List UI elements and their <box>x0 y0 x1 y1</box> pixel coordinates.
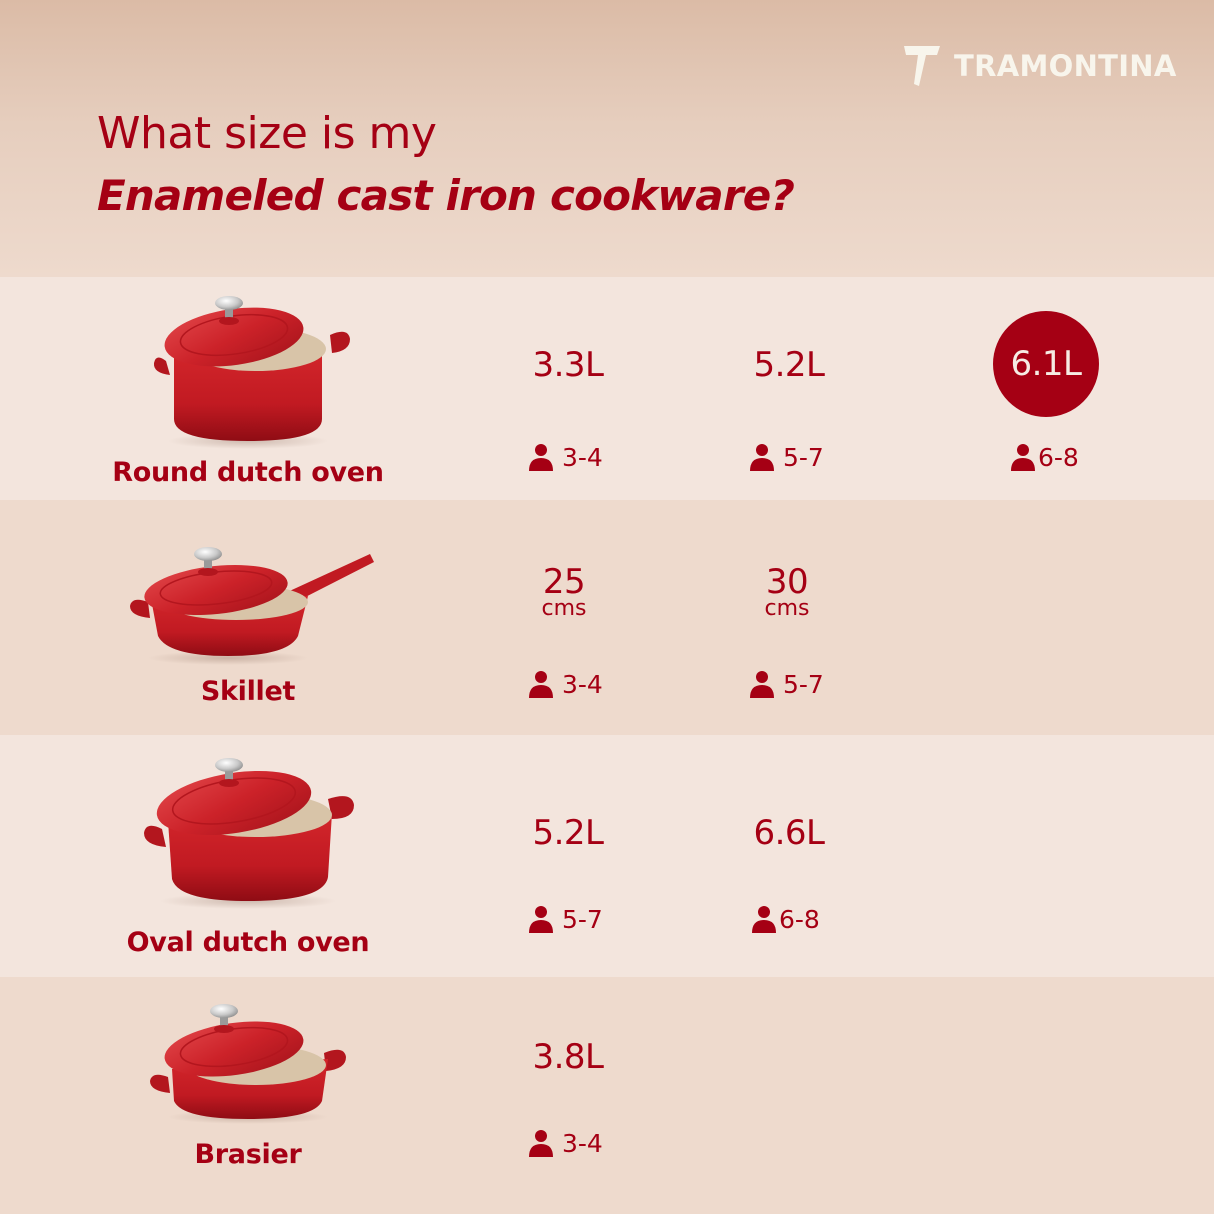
oval-dutch-oven-image <box>144 758 354 909</box>
size-option: 3.3L <box>478 345 658 385</box>
serves-label: 3-4 <box>562 670 603 699</box>
size-option: 5.2L <box>699 345 879 385</box>
serves-count: 6-8 <box>1010 443 1079 471</box>
size-value: 3.8L <box>532 1037 604 1077</box>
product-row-brasier: Brasier 3.8L 3-4 <box>0 977 1214 1214</box>
person-icon <box>750 444 774 471</box>
highlight-badge: 6.1L <box>993 311 1099 417</box>
brand-name: TRAMONTINA <box>954 49 1177 83</box>
product-round-dutch-oven <box>90 291 406 451</box>
size-value: 6.6L <box>753 813 825 853</box>
person-icon <box>750 671 774 698</box>
serves-count: 6-8 <box>751 905 820 933</box>
person-icon <box>529 444 553 471</box>
serves-count: 3-4 <box>528 1129 603 1157</box>
serves-count: 5-7 <box>528 905 603 933</box>
header: TRAMONTINA What size is my Enameled cast… <box>0 0 1214 277</box>
title-line-2: Enameled cast iron cookware? <box>97 171 795 220</box>
person-icon <box>752 906 776 933</box>
serves-label: 5-7 <box>562 905 603 934</box>
page-title: What size is my Enameled cast iron cookw… <box>97 104 795 228</box>
title-line-1: What size is my <box>97 108 437 159</box>
product-skillet <box>90 540 406 670</box>
product-row-oval-dutch-oven: Oval dutch oven 5.2L 5-7 6.6L 6-8 <box>0 735 1214 977</box>
brand-logo: TRAMONTINA <box>902 44 1177 88</box>
product-name: Skillet <box>200 676 296 707</box>
product-brasier <box>90 997 406 1127</box>
serves-count: 3-4 <box>528 443 603 471</box>
size-value: 30 <box>765 562 809 602</box>
tramontina-t-logo-icon <box>904 46 940 86</box>
product-name: Brasier <box>194 1139 302 1170</box>
serves-label: 3-4 <box>562 1129 603 1158</box>
product-name: Oval dutch oven <box>126 927 370 958</box>
serves-label: 3-4 <box>562 443 603 472</box>
person-icon <box>529 1130 553 1157</box>
product-name: Round dutch oven <box>112 457 384 488</box>
size-option: 30 cms <box>697 562 877 620</box>
serves-label: 6-8 <box>779 905 820 934</box>
serves-label: 5-7 <box>783 670 824 699</box>
serves-count: 5-7 <box>749 443 824 471</box>
person-icon <box>1011 444 1035 471</box>
skillet-image <box>130 547 374 665</box>
size-option: 5.2L <box>478 813 658 853</box>
round-dutch-oven-image <box>153 296 350 449</box>
serves-label: 6-8 <box>1038 443 1079 472</box>
product-row-round-dutch-oven: Round dutch oven 3.3L 3-4 5.2L 5-7 6.1L … <box>0 277 1214 500</box>
size-unit: cms <box>764 596 810 621</box>
size-option: 25 cms <box>474 562 654 620</box>
size-option: 3.8L <box>478 1037 658 1077</box>
size-option: 6.6L <box>699 813 879 853</box>
size-value: 3.3L <box>532 345 604 385</box>
person-icon <box>529 671 553 698</box>
size-value: 5.2L <box>753 345 825 385</box>
size-value: 6.1L <box>1010 344 1082 384</box>
size-value: 5.2L <box>532 813 604 853</box>
product-oval-dutch-oven <box>90 751 406 911</box>
person-icon <box>529 906 553 933</box>
size-value: 25 <box>542 562 586 602</box>
size-option-highlighted: 6.1L <box>956 311 1136 417</box>
serves-count: 5-7 <box>749 670 824 698</box>
size-unit: cms <box>541 596 587 621</box>
serves-count: 3-4 <box>528 670 603 698</box>
serves-label: 5-7 <box>783 443 824 472</box>
product-row-skillet: Skillet 25 cms 3-4 30 cms 5-7 <box>0 500 1214 735</box>
brasier-image <box>150 1004 346 1124</box>
